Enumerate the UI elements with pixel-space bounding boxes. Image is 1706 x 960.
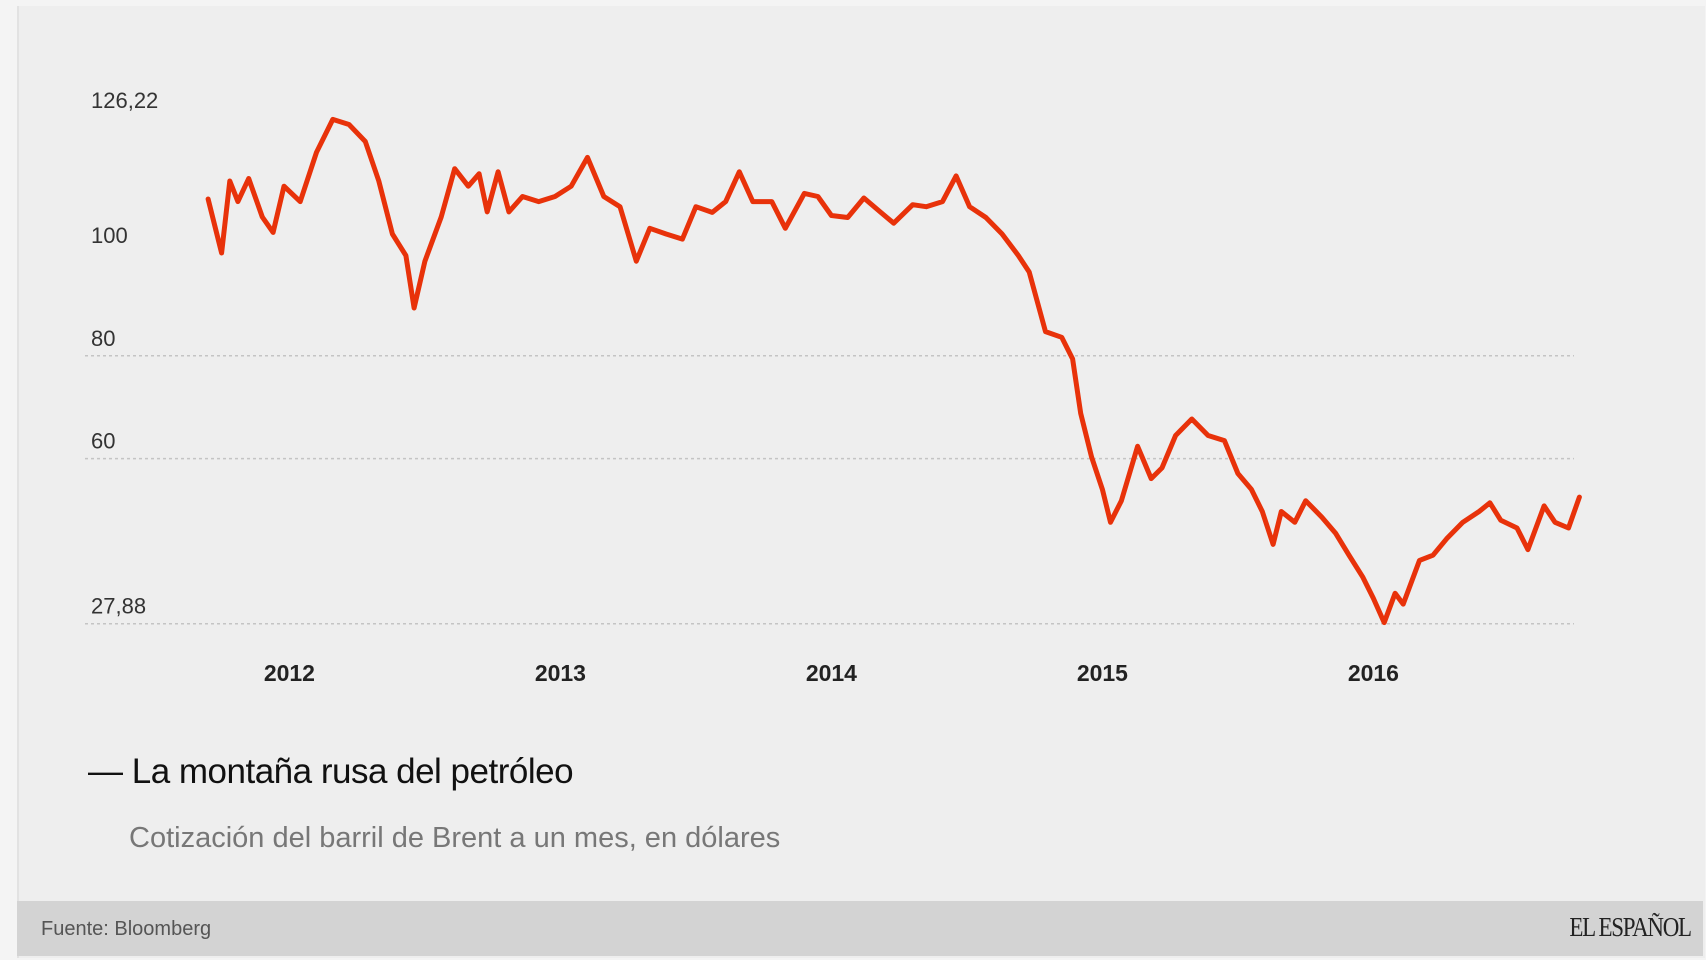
chart-card: [17, 6, 1705, 958]
x-tick-label: 2016: [1348, 660, 1399, 686]
x-tick-label: 2012: [264, 660, 315, 686]
chart-title: — La montaña rusa del petróleo: [88, 752, 574, 792]
y-tick-label: 60: [91, 429, 115, 454]
source-text: Fuente: Bloomberg: [41, 918, 212, 940]
title-text: La montaña rusa del petróleo: [131, 752, 574, 791]
y-tick-label: 126,22: [91, 88, 158, 113]
gridlines: [85, 355, 1574, 625]
title-marker: —: [88, 752, 123, 791]
x-tick-label: 2013: [535, 660, 586, 686]
y-tick-label: 100: [91, 223, 128, 248]
chart-subtitle: Cotización del barril de Brent a un mes,…: [129, 822, 781, 854]
y-tick-label: 27,88: [91, 594, 146, 619]
x-axis-labels: 2012 2013 2014 2015 2016: [264, 660, 1399, 686]
series-line-brent: [205, 116, 1582, 626]
line-chart: 126,22 100 80 60 27,88 2012 2013 2014 2015 2016: [85, 88, 1582, 686]
y-tick-label: 80: [91, 326, 115, 351]
footer: Fuente: Bloomberg EL ESPAÑOL: [17, 901, 1703, 956]
x-tick-label: 2014: [806, 660, 857, 686]
y-axis-labels: 126,22 100 80 60 27,88: [91, 88, 158, 618]
el-espanol-logo: EL ESPAÑOL: [1569, 912, 1693, 942]
x-tick-label: 2015: [1077, 660, 1128, 686]
